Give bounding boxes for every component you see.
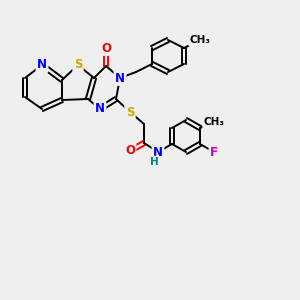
Text: N: N xyxy=(153,146,163,158)
Text: H: H xyxy=(150,157,158,167)
Text: O: O xyxy=(101,41,111,55)
Text: CH₃: CH₃ xyxy=(190,35,211,45)
Text: F: F xyxy=(210,146,218,158)
Text: N: N xyxy=(115,71,125,85)
Text: N: N xyxy=(95,103,105,116)
Text: S: S xyxy=(74,58,82,71)
Text: S: S xyxy=(126,106,134,118)
Text: CH₃: CH₃ xyxy=(203,117,224,127)
Text: O: O xyxy=(125,145,135,158)
Text: N: N xyxy=(37,58,47,71)
